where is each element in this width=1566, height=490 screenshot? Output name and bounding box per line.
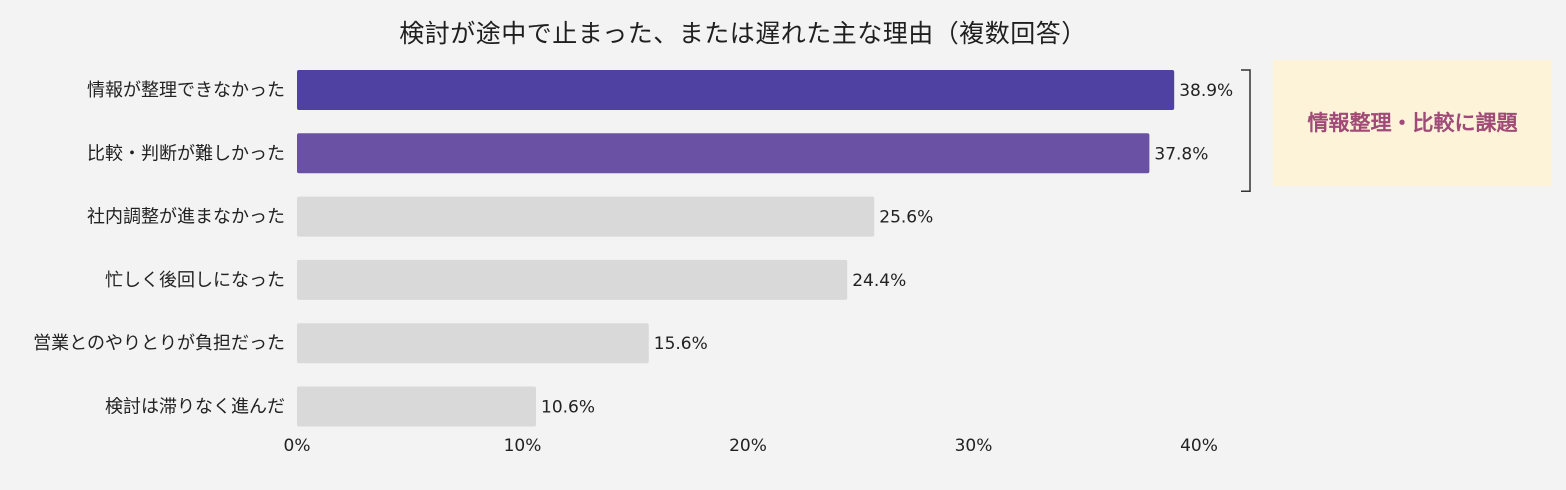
category-label-5: 検討は滞りなく進んだ — [105, 397, 285, 418]
value-label-1: 37.8% — [1154, 144, 1208, 164]
category-label-4: 営業とのやりとりが負担だった — [33, 333, 285, 354]
bar-3 — [297, 259, 848, 300]
value-label-3: 24.4% — [852, 271, 906, 291]
x-tick-label-4: 40% — [1180, 436, 1218, 456]
category-label-1: 比較・判断が難しかった — [87, 143, 285, 164]
bar-0 — [297, 70, 1175, 110]
value-label-5: 10.6% — [541, 398, 595, 418]
bar-5 — [297, 386, 537, 427]
bar-2 — [297, 196, 875, 237]
value-label-4: 15.6% — [654, 334, 708, 354]
callout-text: 情報整理・比較に課題 — [1307, 111, 1518, 135]
chart-title: 検討が途中で止まった、または遅れた主な理由（複数回答） — [399, 19, 1087, 48]
category-label-3: 忙しく後回しになった — [105, 270, 285, 291]
x-tick-label-1: 10% — [504, 436, 542, 456]
bar-1 — [297, 133, 1150, 174]
x-tick-label-2: 20% — [729, 436, 767, 456]
category-label-0: 情報が整理できなかった — [87, 80, 285, 101]
callout-box: 情報整理・比較に課題 — [1273, 60, 1552, 186]
x-tick-label-0: 0% — [284, 436, 311, 456]
bar-4 — [297, 323, 649, 364]
x-tick-label-3: 30% — [955, 436, 993, 456]
category-label-2: 社内調整が進まなかった — [87, 207, 285, 228]
value-label-0: 38.9% — [1179, 81, 1233, 101]
group-bracket — [1241, 69, 1251, 193]
value-label-2: 25.6% — [879, 208, 933, 228]
